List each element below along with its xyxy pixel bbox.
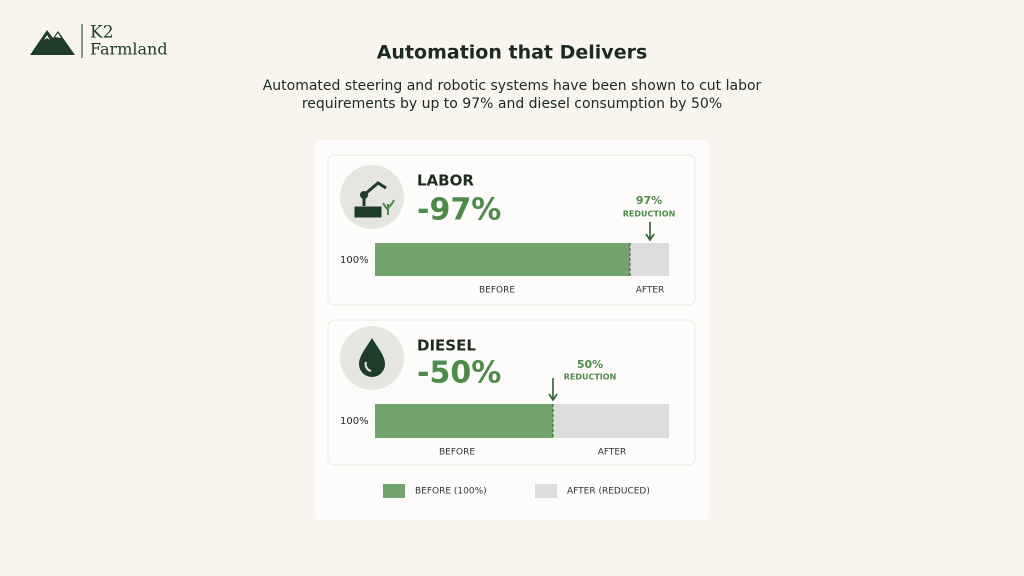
arrow [645, 222, 655, 242]
before-label: BEFORE [479, 286, 515, 296]
panel-label: DIESEL [417, 337, 476, 355]
legend-swatch [535, 484, 557, 498]
before-label: BEFORE [439, 448, 475, 458]
bar-label: 100% [340, 255, 369, 266]
logo-text: Farmland [90, 40, 168, 59]
legend-swatch [383, 484, 405, 498]
after-label: AFTER [636, 286, 665, 296]
robot-icon [354, 181, 395, 218]
reduction-value: 97% [636, 194, 662, 207]
logo [30, 24, 83, 58]
reduction-value: 50% [577, 358, 603, 371]
subtitle: requirements by up to 97% and diesel con… [302, 96, 722, 112]
panel-change: -97% [417, 193, 501, 228]
reduction-caption: REDUCTION [564, 373, 617, 382]
legend-label: AFTER (REDUCED) [567, 487, 650, 497]
logo-text: K2 [90, 23, 114, 43]
reduction-caption: REDUCTION [623, 210, 676, 219]
subtitle: Automated steering and robotic systems h… [263, 78, 762, 94]
after-label: AFTER [598, 448, 627, 458]
panel-label: LABOR [417, 172, 474, 190]
icon-bg [340, 165, 404, 229]
title: Automation that Delivers [377, 42, 648, 64]
bar-before [375, 243, 630, 276]
bar-label: 100% [340, 416, 369, 427]
arrow [548, 378, 558, 402]
drop-highlight [364, 361, 372, 372]
legend-label: BEFORE (100%) [415, 487, 487, 497]
panel-change: -50% [417, 356, 501, 391]
bar-before [375, 404, 553, 438]
